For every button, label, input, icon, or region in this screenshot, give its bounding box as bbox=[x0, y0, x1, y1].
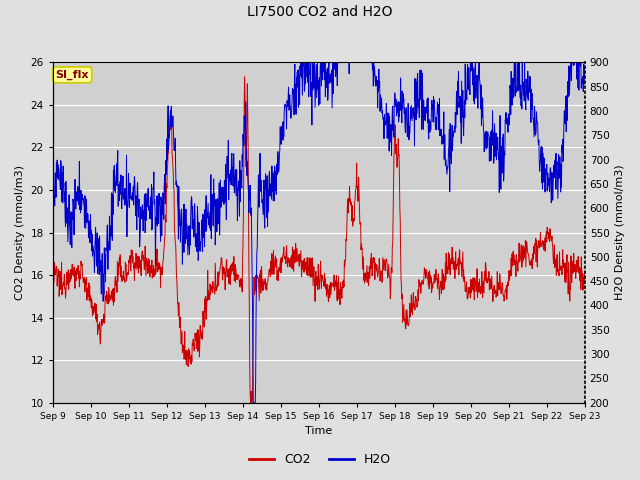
Y-axis label: H2O Density (mmol/m3): H2O Density (mmol/m3) bbox=[615, 165, 625, 300]
Text: LI7500 CO2 and H2O: LI7500 CO2 and H2O bbox=[247, 5, 393, 19]
H2O bbox=[250, 400, 257, 406]
Line: H2O: H2O bbox=[53, 62, 585, 403]
H2O bbox=[297, 60, 305, 65]
CO2 bbox=[227, 263, 234, 268]
H2O bbox=[164, 103, 172, 108]
Text: SI_flx: SI_flx bbox=[56, 70, 89, 80]
H2O bbox=[362, 60, 369, 65]
H2O bbox=[49, 171, 57, 177]
CO2 bbox=[49, 280, 57, 286]
Line: CO2: CO2 bbox=[53, 77, 585, 403]
CO2 bbox=[526, 262, 534, 268]
H2O bbox=[445, 141, 453, 146]
Y-axis label: CO2 Density (mmol/m3): CO2 Density (mmol/m3) bbox=[15, 165, 25, 300]
CO2 bbox=[241, 74, 248, 80]
CO2 bbox=[581, 269, 589, 275]
CO2 bbox=[388, 270, 396, 276]
CO2 bbox=[362, 270, 369, 276]
CO2 bbox=[164, 147, 172, 153]
H2O bbox=[388, 126, 396, 132]
CO2 bbox=[445, 266, 453, 272]
X-axis label: Time: Time bbox=[305, 426, 332, 436]
CO2 bbox=[246, 400, 254, 406]
H2O bbox=[581, 81, 589, 87]
H2O bbox=[227, 168, 234, 173]
Legend: CO2, H2O: CO2, H2O bbox=[244, 448, 396, 471]
H2O bbox=[526, 88, 534, 94]
